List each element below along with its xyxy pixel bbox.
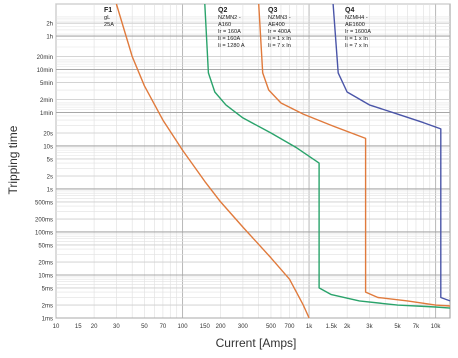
y-tick-label: 5min [40,81,53,87]
x-tick-label: 700 [284,324,295,330]
y-tick-labels: 2h 1h 20min 10min 5min 2min 1min 20s 10s 5s 2s 1s 50… [35,22,53,323]
x-tick-label: 50 [141,324,148,330]
y-axis-label-wrap: Tripping time [2,0,24,320]
y-tick-label: 5ms [42,286,53,292]
y-tick-label: 20ms [38,261,53,267]
y-tick-label: 1h [46,35,53,41]
y-tick-label: 20s [43,132,53,138]
y-tick-label: 50ms [38,243,53,249]
y-tick-label: 10ms [38,273,53,279]
annotation-q3-line: Q3 [268,7,277,14]
annotation-q2-line: Ir = 160A [218,29,241,35]
annotation-q3-line: NZMN3 - [268,15,291,21]
x-tick-label: 20 [91,324,98,330]
annotation-q4-line: Ir = 1600A [345,29,371,35]
series-line-q4 [332,3,451,302]
plot-area [55,3,451,319]
y-tick-label: 100ms [35,230,53,236]
series-line-f1 [115,3,310,319]
annotation-q3-line: Ir = 400A [268,29,291,35]
chart-grid [55,3,451,319]
annotation-q2-line: Ii = 160A [218,36,241,42]
annotation-q4-line: AE1600 [345,22,365,28]
annotation-f1-line: 25A [104,22,114,28]
y-tick-label: 10s [43,144,53,150]
y-tick-label: 1ms [42,317,53,323]
y-tick-label: 10min [37,68,53,74]
y-tick-label: 20min [37,55,53,61]
annotation-f1-line: gL [104,15,110,21]
annotation-q3-line: Ii = 7 x In [268,43,291,49]
y-tick-label: 1min [40,111,53,117]
y-tick-label: 5s [47,157,53,163]
annotation-q4-line: Ii = 7 x In [345,43,368,49]
y-tick-label: 500ms [35,200,53,206]
annotation-q2-line: NZMN2 - [218,15,241,21]
chart-series [115,3,451,319]
annotation-q2-line: Q2 [218,7,227,14]
x-tick-label: 3k [366,324,373,330]
x-tick-label: 10k [431,324,442,330]
x-tick-label: 15 [75,324,82,330]
annotation-q2-line: Ii = 1280 A [218,43,245,49]
annotation-q4-line: Ii = 1 x In [345,36,368,42]
x-tick-label: 150 [200,324,211,330]
x-tick-label: 1.5k [326,324,338,330]
x-tick-label: 500 [266,324,277,330]
annotation-q4-line: NZMH4 - [345,15,368,21]
x-tick-label: 1k [306,324,313,330]
x-tick-labels: 10 15 20 30 50 70 100 150 200 300 500 700 1k 1.5k 2k 3k… [53,324,442,330]
x-tick-label: 5k [394,324,401,330]
series-line-q2 [204,3,451,309]
x-tick-label: 2k [344,324,351,330]
x-tick-label: 10 [53,324,60,330]
annotation-q3-line: AE400 [268,22,285,28]
y-axis-label: Tripping time [6,125,20,195]
annotation-q2-line: A160 [218,22,231,28]
y-tick-label: 1s [47,187,53,193]
x-tick-label: 300 [238,324,249,330]
x-tick-label: 100 [178,324,189,330]
y-tick-label: 2h [46,22,53,28]
annotation-q3-line: Ii = 1 x In [268,36,291,42]
series-line-q3 [258,3,451,307]
x-tick-label: 30 [113,324,120,330]
x-tick-label: 70 [160,324,167,330]
x-tick-label: 200 [216,324,227,330]
y-tick-label: 200ms [35,218,53,224]
y-tick-label: 2s [47,175,53,181]
x-axis-label: Current [Amps] [215,336,297,350]
x-tick-label: 7k [413,324,420,330]
annotation-f1-line: F1 [104,7,112,14]
y-tick-label: 2min [40,98,53,104]
annotation-q4-line: Q4 [345,7,354,14]
y-tick-label: 2ms [42,304,53,310]
